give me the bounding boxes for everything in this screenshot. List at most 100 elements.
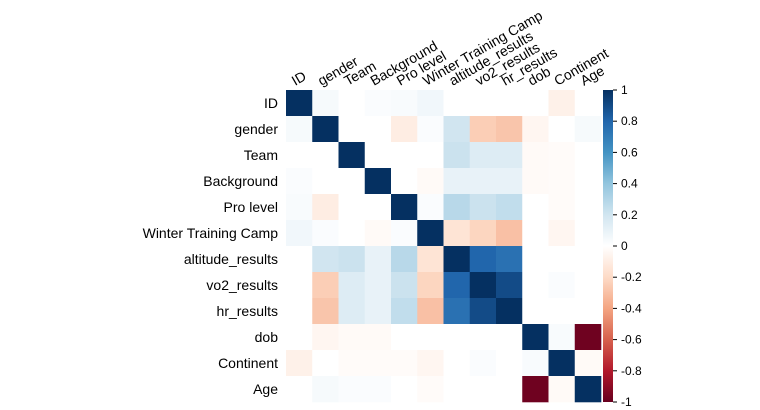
heatmap-cell-11-0 — [286, 376, 313, 403]
heatmap-cell-4-2 — [338, 194, 366, 221]
heatmap-cell-1-9 — [522, 116, 549, 143]
heatmap-cell-9-9 — [522, 324, 549, 351]
heatmap-cell-7-10 — [548, 272, 576, 299]
heatmap-cell-1-6 — [443, 116, 471, 143]
heatmap-cell-3-5 — [417, 168, 444, 195]
heatmap-cell-9-4 — [391, 324, 418, 351]
heatmap-cell-6-11 — [574, 246, 602, 273]
heatmap-cell-5-10 — [548, 220, 576, 247]
colorbar-tick-label: 0.4 — [621, 177, 638, 191]
colorbar-tick-label: -0.2 — [621, 270, 642, 284]
heatmap-cell-8-6 — [443, 298, 471, 325]
heatmap-cell-3-3 — [364, 168, 392, 195]
heatmap-cell-6-2 — [338, 246, 366, 273]
row-label: hr_results — [217, 303, 278, 319]
heatmap-cell-11-7 — [469, 376, 497, 403]
heatmap-cell-3-4 — [391, 168, 418, 195]
heatmap-cell-7-5 — [417, 272, 444, 299]
heatmap-cell-11-1 — [312, 376, 339, 403]
heatmap-cell-3-8 — [496, 168, 523, 195]
heatmap-cell-10-3 — [364, 350, 392, 377]
heatmap-cell-7-9 — [522, 272, 549, 299]
row-label: altitude_results — [184, 251, 278, 267]
heatmap-cell-5-1 — [312, 220, 339, 247]
heatmap-cell-4-10 — [548, 194, 576, 221]
heatmap-cell-0-11 — [574, 90, 602, 117]
heatmap-cell-9-1 — [312, 324, 339, 351]
row-label: Winter Training Camp — [143, 225, 279, 241]
heatmap-cell-3-2 — [338, 168, 366, 195]
heatmap-cell-1-4 — [391, 116, 418, 143]
heatmap-cell-0-9 — [522, 90, 549, 117]
heatmap-cell-10-4 — [391, 350, 418, 377]
column-label: ID — [289, 68, 309, 89]
colorbar-tick-label: -0.8 — [621, 364, 642, 378]
heatmap-cell-7-8 — [496, 272, 523, 299]
heatmap-cell-10-2 — [338, 350, 366, 377]
heatmap-cell-2-8 — [496, 142, 523, 169]
heatmap-cell-10-7 — [469, 350, 497, 377]
heatmap-cell-5-7 — [469, 220, 497, 247]
heatmap-cells — [286, 90, 602, 403]
heatmap-cell-6-9 — [522, 246, 549, 273]
heatmap-cell-1-0 — [286, 116, 313, 143]
heatmap-cell-0-10 — [548, 90, 576, 117]
heatmap-cell-6-8 — [496, 246, 523, 273]
heatmap-cell-2-0 — [286, 142, 313, 169]
heatmap-cell-6-4 — [391, 246, 418, 273]
heatmap-cell-0-7 — [469, 90, 497, 117]
heatmap-cell-8-8 — [496, 298, 523, 325]
row-label: Continent — [218, 355, 278, 371]
heatmap-cell-11-11 — [574, 376, 602, 403]
heatmap-cell-1-8 — [496, 116, 523, 143]
heatmap-cell-0-5 — [417, 90, 444, 117]
heatmap-cell-5-3 — [364, 220, 392, 247]
heatmap-cell-0-8 — [496, 90, 523, 117]
heatmap-cell-8-5 — [417, 298, 444, 325]
heatmap-cell-10-0 — [286, 350, 313, 377]
heatmap-cell-8-11 — [574, 298, 602, 325]
row-label: dob — [255, 329, 279, 345]
row-label: Age — [253, 381, 278, 397]
heatmap-cell-11-5 — [417, 376, 444, 403]
row-label: Pro level — [224, 199, 278, 215]
heatmap-cell-10-5 — [417, 350, 444, 377]
heatmap-cell-10-11 — [574, 350, 602, 377]
heatmap-cell-5-8 — [496, 220, 523, 247]
colorbar: 1 0.8 0.6 0.4 0.2 0 -0.2 -0.4 -0.6 -0.8 -1 — [603, 83, 642, 409]
heatmap-cell-7-11 — [574, 272, 602, 299]
heatmap-cell-9-3 — [364, 324, 392, 351]
heatmap-cell-2-11 — [574, 142, 602, 169]
heatmap-cell-4-7 — [469, 194, 497, 221]
heatmap-cell-3-11 — [574, 168, 602, 195]
heatmap-cell-6-10 — [548, 246, 576, 273]
heatmap-cell-3-10 — [548, 168, 576, 195]
heatmap-cell-11-3 — [364, 376, 392, 403]
heatmap-cell-6-5 — [417, 246, 444, 273]
heatmap-cell-6-6 — [443, 246, 471, 273]
heatmap-cell-10-9 — [522, 350, 549, 377]
heatmap-cell-3-1 — [312, 168, 339, 195]
heatmap-cell-0-3 — [364, 90, 392, 117]
heatmap-cell-1-7 — [469, 116, 497, 143]
heatmap-cell-11-10 — [548, 376, 576, 403]
row-label: ID — [264, 95, 278, 111]
heatmap-cell-5-0 — [286, 220, 313, 247]
row-labels: ID gender Team Background Pro level Winter Tr… — [143, 95, 279, 397]
heatmap-cell-8-3 — [364, 298, 392, 325]
heatmap-cell-9-0 — [286, 324, 313, 351]
heatmap-cell-7-0 — [286, 272, 313, 299]
heatmap-cell-0-2 — [338, 90, 366, 117]
heatmap-cell-4-4 — [391, 194, 418, 221]
heatmap-cell-7-7 — [469, 272, 497, 299]
colorbar-tick-label: 0.2 — [621, 208, 638, 222]
heatmap-cell-0-4 — [391, 90, 418, 117]
heatmap-cell-9-11 — [574, 324, 602, 351]
heatmap-cell-8-0 — [286, 298, 313, 325]
heatmap-cell-4-5 — [417, 194, 444, 221]
colorbar-tick-label: -1 — [621, 395, 632, 409]
heatmap-cell-8-1 — [312, 298, 339, 325]
heatmap-cell-2-9 — [522, 142, 549, 169]
